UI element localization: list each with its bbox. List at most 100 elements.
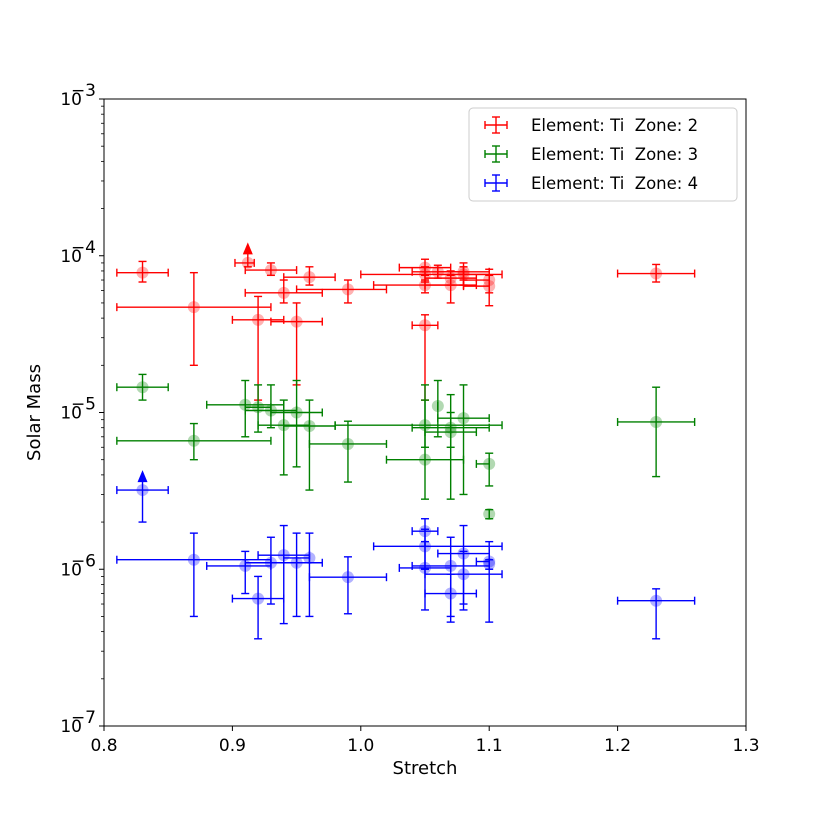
data-point <box>616 386 696 478</box>
x-tick-label: 0.9 <box>219 736 246 756</box>
y-tick-label: 10 <box>60 560 82 580</box>
legend-label: Element: Ti Zone: 2 <box>531 116 698 135</box>
legend-entry: Element: Ti Zone: 4 <box>484 174 698 193</box>
data-point <box>270 302 323 386</box>
data-point <box>234 242 255 269</box>
data-point <box>437 524 490 605</box>
series-zone-3 <box>116 373 696 521</box>
marker <box>136 484 149 497</box>
marker <box>136 266 149 279</box>
data-point <box>116 271 272 367</box>
marker <box>290 315 303 328</box>
x-axis: 0.8 0.9 1.0 1.1 1.2 1.3 <box>90 726 760 756</box>
marker <box>252 592 265 605</box>
data-point <box>308 420 388 483</box>
data-layer <box>116 242 696 640</box>
marker <box>187 301 200 314</box>
data-point <box>483 558 496 571</box>
marker <box>303 420 316 433</box>
y-tick-exponent: −6 <box>71 551 96 571</box>
data-point <box>411 536 490 618</box>
marker <box>187 434 200 447</box>
marker <box>650 267 663 280</box>
y-axis: 10−710−610−510−410−3 <box>60 81 104 737</box>
data-point <box>437 384 490 496</box>
legend-label: Element: Ti Zone: 4 <box>531 174 698 193</box>
data-point <box>295 279 388 304</box>
marker <box>650 415 663 428</box>
marker <box>483 558 496 571</box>
marker <box>290 406 303 419</box>
marker <box>483 508 496 521</box>
marker <box>252 401 265 414</box>
marker <box>264 264 277 277</box>
y-axis-label: Solar Mass <box>24 364 45 461</box>
y-tick-label: 10 <box>60 247 82 267</box>
data-point <box>244 262 298 277</box>
y-tick-label: 10 <box>60 717 82 737</box>
data-point <box>616 588 696 640</box>
lower-limit-arrow <box>137 470 148 483</box>
lower-limit-arrow <box>242 242 253 255</box>
legend-entry: Element: Ti Zone: 3 <box>484 145 698 164</box>
marker <box>187 553 200 566</box>
data-point <box>116 422 272 461</box>
marker <box>341 437 354 450</box>
marker <box>136 381 149 394</box>
legend: Element: Ti Zone: 2 Element: Ti Zone: 3 El… <box>468 107 738 202</box>
x-axis-label: Stretch <box>393 758 458 779</box>
data-point <box>244 279 323 304</box>
series-zone-2 <box>116 242 696 401</box>
x-tick-label: 0.8 <box>90 736 117 756</box>
data-point <box>483 508 496 521</box>
data-point <box>116 532 272 618</box>
marker <box>303 551 316 564</box>
data-point <box>116 260 169 283</box>
x-tick-label: 1.0 <box>347 736 374 756</box>
data-point <box>270 532 323 618</box>
marker <box>457 412 470 425</box>
data-point <box>206 550 272 595</box>
data-point <box>270 379 323 468</box>
x-tick-label: 1.3 <box>732 736 759 756</box>
series-zone-4 <box>116 470 696 640</box>
legend-box <box>468 107 738 202</box>
data-point <box>372 528 503 570</box>
data-point <box>257 524 311 625</box>
marker <box>290 556 303 569</box>
y-tick-exponent: −7 <box>71 708 96 728</box>
marker <box>419 561 431 574</box>
data-point <box>283 266 336 286</box>
data-point <box>462 268 496 294</box>
marker <box>457 265 470 278</box>
y-tick-label: 10 <box>60 404 82 424</box>
data-point <box>437 265 490 281</box>
y-tick-label: 10 <box>60 90 82 110</box>
data-point <box>116 470 169 523</box>
data-point <box>283 532 316 618</box>
legend-entry: Element: Ti Zone: 2 <box>484 116 698 135</box>
data-point <box>475 452 496 487</box>
data-point <box>308 556 388 615</box>
marker <box>241 256 254 269</box>
y-tick-exponent: −4 <box>71 238 96 258</box>
y-tick-exponent: −5 <box>71 395 96 415</box>
legend-label: Element: Ti Zone: 3 <box>531 145 698 164</box>
marker <box>303 271 316 284</box>
data-point <box>385 384 465 500</box>
marker <box>419 453 431 466</box>
data-point <box>231 575 285 640</box>
marker <box>457 547 470 560</box>
data-point <box>116 373 169 401</box>
data-point <box>334 399 503 448</box>
marker <box>341 571 354 584</box>
marker <box>419 319 431 332</box>
marker <box>444 559 457 572</box>
x-tick-label: 1.2 <box>604 736 631 756</box>
data-point <box>244 536 298 605</box>
marker <box>277 286 290 299</box>
marker <box>650 594 663 607</box>
y-tick-exponent: −3 <box>71 81 96 101</box>
marker <box>483 274 496 287</box>
